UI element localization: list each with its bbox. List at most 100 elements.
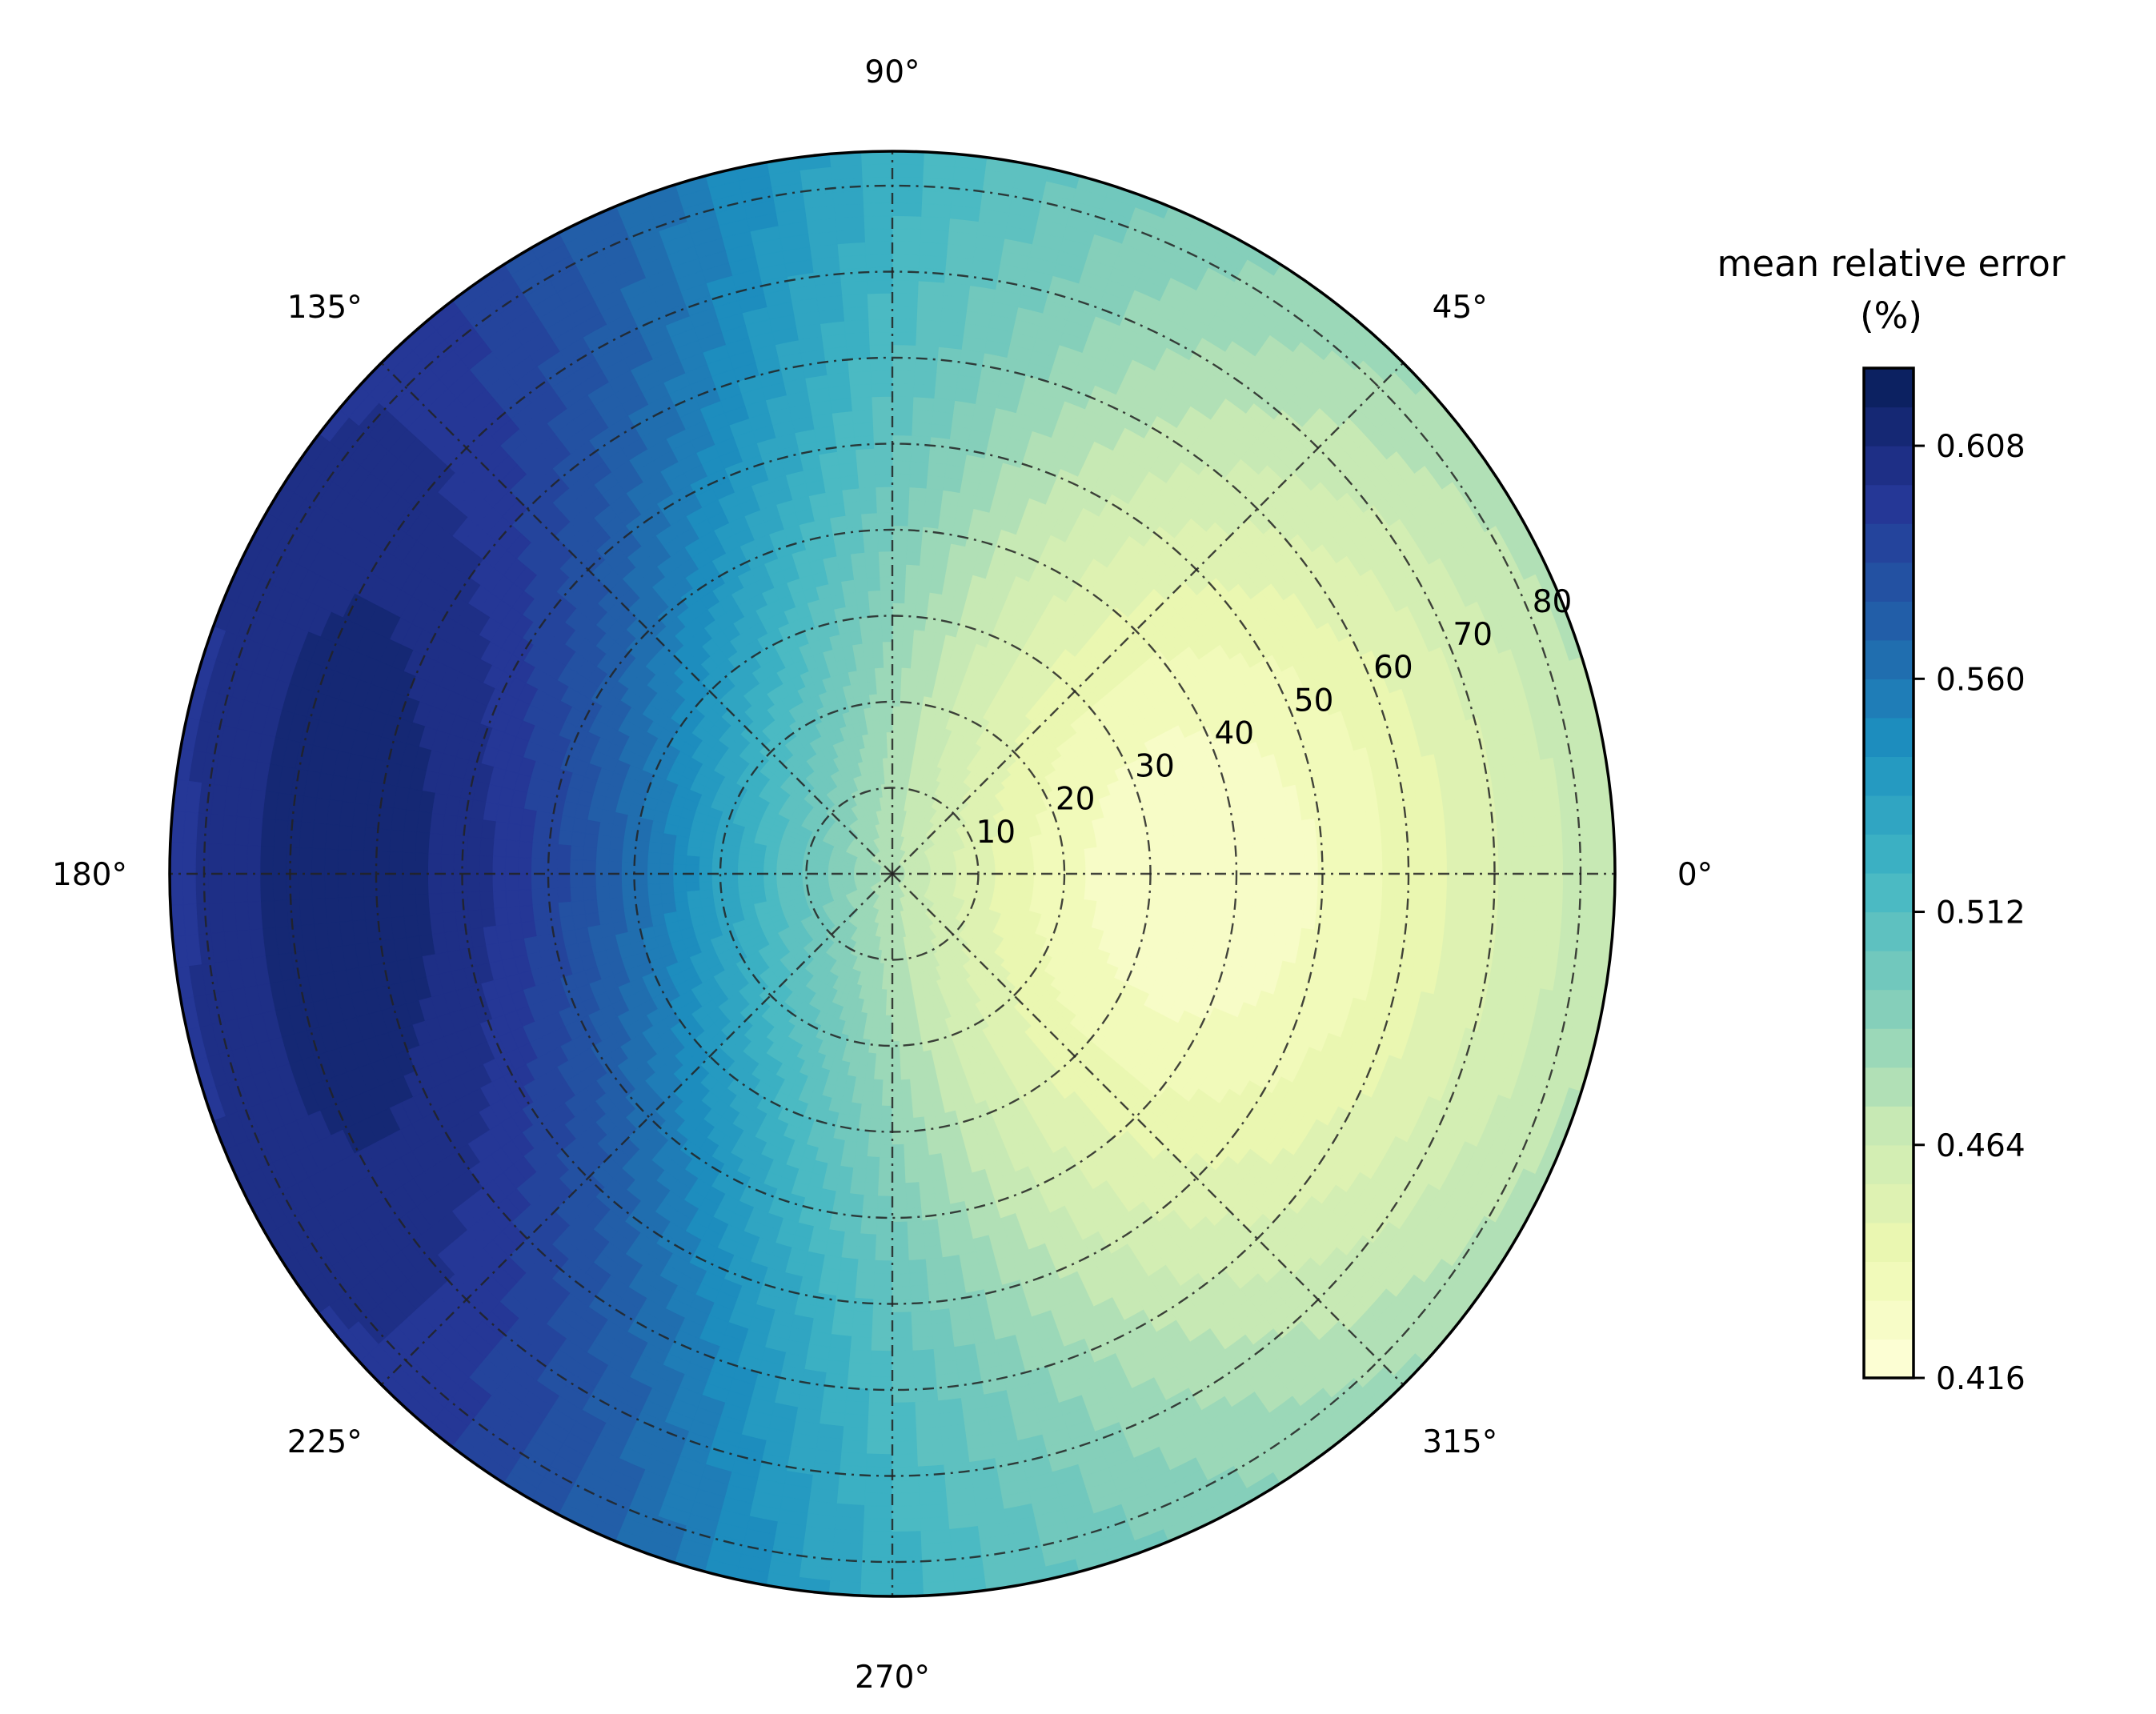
contour-cell <box>934 540 952 557</box>
contour-cell <box>546 812 563 831</box>
contour-cell <box>932 553 949 570</box>
contour-cell <box>634 862 648 875</box>
contour-cell <box>892 331 916 346</box>
contour-cell <box>831 410 854 426</box>
contour-cell <box>311 823 327 850</box>
contour-cell <box>479 891 495 911</box>
contour-cell <box>920 229 949 245</box>
contour-cell <box>1575 843 1590 875</box>
contour-cell <box>901 641 913 656</box>
contour-cell <box>519 824 535 843</box>
contour-cell <box>234 873 248 903</box>
contour-cell <box>861 176 893 191</box>
contour-cell <box>648 831 664 844</box>
contour-cell <box>921 177 954 194</box>
contour-cell <box>905 551 921 566</box>
contour-cell <box>841 487 860 503</box>
contour-cell <box>246 845 262 875</box>
contour-cell <box>1072 856 1087 867</box>
contour-cell <box>892 435 912 449</box>
contour-cell <box>207 843 222 875</box>
contour-cell <box>904 563 920 579</box>
contour-cell <box>480 908 496 928</box>
contour-cell <box>892 409 913 423</box>
contour-cell <box>915 331 940 347</box>
contour-cell <box>913 616 927 631</box>
contour-cell <box>583 833 599 849</box>
contour-cell <box>519 904 535 923</box>
contour-cell <box>620 861 635 875</box>
contour-cell <box>583 899 599 915</box>
contour-cell <box>872 435 893 449</box>
contour-cell <box>505 839 520 859</box>
contour-cell <box>556 844 571 860</box>
contour-cell <box>892 538 908 552</box>
contour-cell <box>1213 844 1228 860</box>
contour-cell <box>868 603 882 618</box>
contour-cell <box>337 849 351 875</box>
contour-cell <box>868 344 893 359</box>
contour-cell <box>311 898 327 925</box>
contour-cell <box>259 873 275 902</box>
contour-cell <box>920 643 933 659</box>
contour-cell <box>1060 865 1074 875</box>
contour-cell <box>903 603 916 618</box>
contour-cell <box>429 812 445 835</box>
contour-cell <box>479 855 494 875</box>
contour-cell <box>876 499 893 514</box>
contour-cell <box>1110 853 1125 865</box>
contour-cell <box>833 540 851 557</box>
contour-cell <box>427 832 443 855</box>
contour-cell <box>932 398 956 414</box>
contour-cell <box>864 228 893 243</box>
contour-cell <box>830 164 863 180</box>
contour-cell <box>518 840 533 859</box>
contour-cell <box>831 177 864 194</box>
contour-cell <box>839 267 868 283</box>
contour-cell <box>867 590 881 605</box>
contour-cell <box>685 882 700 892</box>
contour-cell <box>659 873 674 885</box>
contour-cell <box>875 486 893 501</box>
contour-cell <box>928 449 948 465</box>
contour-cell <box>872 422 893 436</box>
contour-cell <box>856 474 876 489</box>
contour-cell <box>860 151 893 166</box>
contour-cell <box>892 667 902 681</box>
contour-cell <box>415 893 431 916</box>
contour-cell <box>892 654 903 668</box>
contour-cell <box>517 857 532 875</box>
contour-cell <box>1457 823 1473 850</box>
contour-cell <box>892 615 904 630</box>
contour-cell <box>879 576 893 591</box>
contour-cell <box>1470 821 1486 849</box>
contour-cell <box>1381 851 1397 875</box>
contour-cell <box>840 475 860 491</box>
contour-cell <box>1327 814 1343 836</box>
contour-cell <box>892 306 918 320</box>
contour-cell <box>1252 857 1268 875</box>
contour-cell <box>1367 831 1383 854</box>
contour-cell <box>442 814 458 836</box>
contour-cell <box>737 867 751 875</box>
contour-cell <box>868 331 893 346</box>
contour-cell <box>892 202 922 217</box>
contour-cell <box>1549 844 1564 875</box>
contour-cell <box>920 539 937 555</box>
contour-cell <box>634 873 648 886</box>
contour-cell <box>711 857 726 867</box>
contour-cell <box>1240 857 1254 875</box>
contour-cell <box>841 293 868 309</box>
contour-cell <box>868 318 893 333</box>
contour-cell <box>723 873 739 882</box>
contour-cell <box>906 525 924 540</box>
contour-cell <box>832 423 855 439</box>
contour-cell <box>910 447 930 463</box>
contour-cell <box>350 873 364 898</box>
contour-cell <box>908 667 920 683</box>
contour-cell <box>195 903 212 935</box>
contour-cell <box>582 886 597 902</box>
contour-cell <box>584 911 601 928</box>
